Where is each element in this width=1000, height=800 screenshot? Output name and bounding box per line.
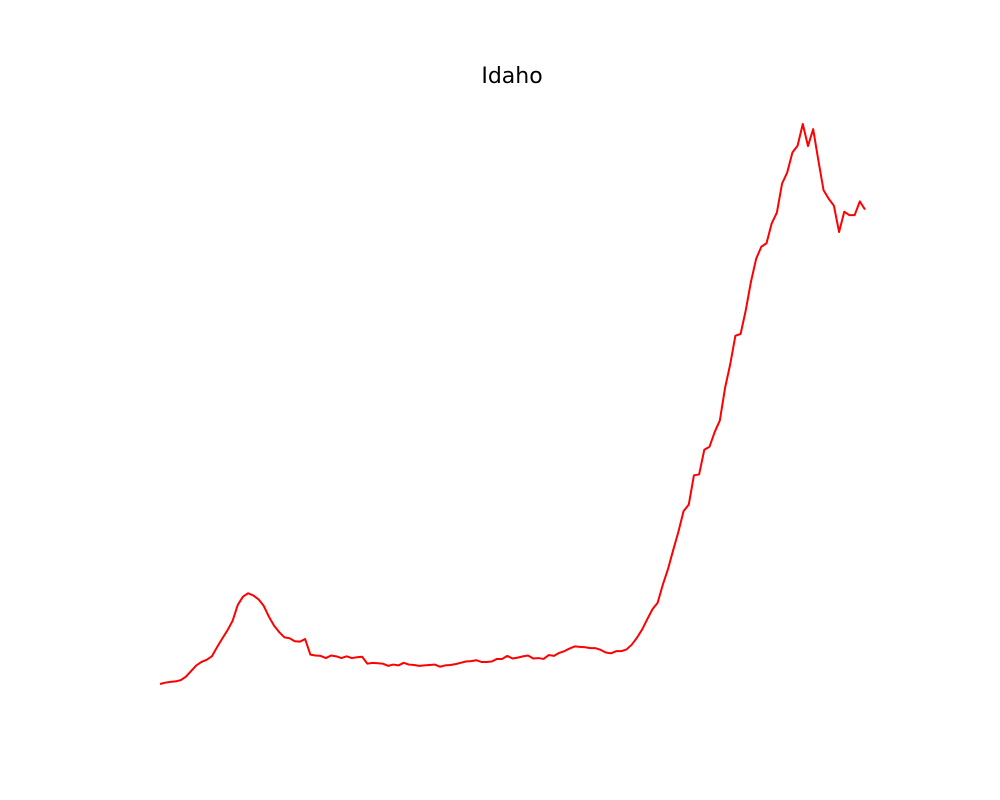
chart-title: Idaho bbox=[481, 64, 543, 89]
series-line-0 bbox=[159, 123, 866, 685]
